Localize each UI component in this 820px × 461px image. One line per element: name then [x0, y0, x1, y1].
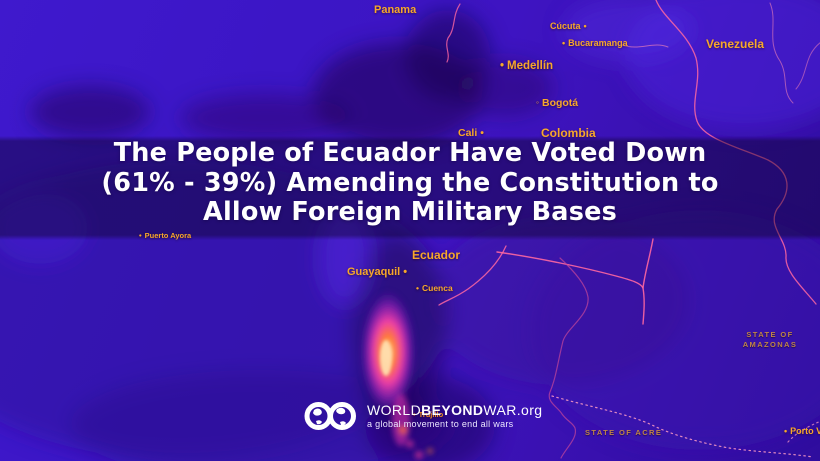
label-text: Cúcuta — [550, 21, 581, 31]
map-label-ecuador: Ecuador — [412, 248, 461, 262]
map-label-guayaquil: Guayaquil • — [347, 267, 407, 278]
map-label-cucuta: Cúcuta • — [550, 22, 587, 31]
logo-word-beyond: BEYOND — [421, 402, 484, 418]
city-dot-icon: • — [784, 426, 788, 436]
headline-dark-band — [0, 136, 820, 240]
label-text: AMAZONAS — [742, 340, 798, 349]
label-text: Trujillo — [418, 410, 444, 419]
logo-tld: .org — [516, 402, 543, 418]
logo-wordmark: WORLDBEYONDWAR.org — [367, 403, 543, 417]
city-dot-icon: • — [139, 231, 142, 240]
map-label-venezuela: Venezuela — [706, 37, 765, 51]
map-label-medellin: • Medellín — [500, 60, 554, 73]
headline-banner: The People of Ecuador Have Voted Down (6… — [0, 138, 820, 228]
label-text: Puerto Ayora — [144, 231, 192, 240]
map-label-bucaramanga: • Bucaramanga — [562, 39, 628, 48]
map-label-panama: Panama — [374, 4, 417, 16]
city-dot-icon: • — [403, 266, 408, 278]
map-label-bogota: ◦ Bogotá — [536, 98, 578, 109]
label-text: Guayaquil — [347, 266, 401, 278]
label-text: Porto Velho — [790, 426, 820, 436]
label-text: Medellín — [507, 60, 554, 72]
map-label-cuenca: • Cuenca — [416, 284, 453, 293]
label-text: Cali — [458, 127, 478, 139]
world-beyond-war-logo: WORLDBEYONDWAR.org a global movement to … — [302, 395, 543, 437]
logo-word-world: WORLD — [367, 402, 422, 418]
logo-text-block: WORLDBEYONDWAR.org a global movement to … — [367, 403, 543, 429]
label-text: STATE OF — [746, 330, 794, 339]
label-text: Cuenca — [421, 283, 453, 293]
logo-tagline: a global movement to end all wars — [367, 419, 514, 429]
map-label-state-of-amazonas: STATE OF AMAZONAS — [720, 330, 820, 350]
label-text: Bogotá — [541, 97, 579, 109]
city-dot-icon: • — [416, 283, 419, 293]
label-text: Bucaramanga — [568, 38, 628, 48]
city-dot-icon: • — [562, 38, 566, 48]
headline-line-1: The People of Ecuador Have Voted Down — [113, 138, 707, 168]
city-dot-icon: • — [500, 60, 505, 72]
map-label-trujillo: • Trujillo — [413, 411, 443, 419]
map-label-state-of-acre: STATE OF ACRE — [585, 428, 663, 437]
capital-circle-icon: ◦ — [536, 97, 539, 107]
map-label-cali: Cali • — [458, 128, 484, 139]
country-border-lines — [438, 0, 820, 459]
city-dot-icon: • — [480, 127, 484, 139]
headline-line-2: (61% - 39%) Amending the Constitution to — [101, 167, 719, 198]
logo-word-war: WAR — [483, 402, 517, 418]
headline-line-3: Allow Foreign Military Bases — [203, 197, 617, 227]
thermal-hotspot — [360, 290, 433, 459]
city-dot-icon: • — [413, 410, 416, 419]
map-label-puerto-ayora: • Puerto Ayora — [139, 232, 191, 240]
city-dot-icon: • — [583, 21, 587, 31]
map-label-porto-velho: •Porto Velho — [784, 427, 820, 436]
map-label-colombia: Colombia — [541, 126, 596, 140]
world-beyond-war-infinity-globes-icon — [304, 402, 356, 430]
